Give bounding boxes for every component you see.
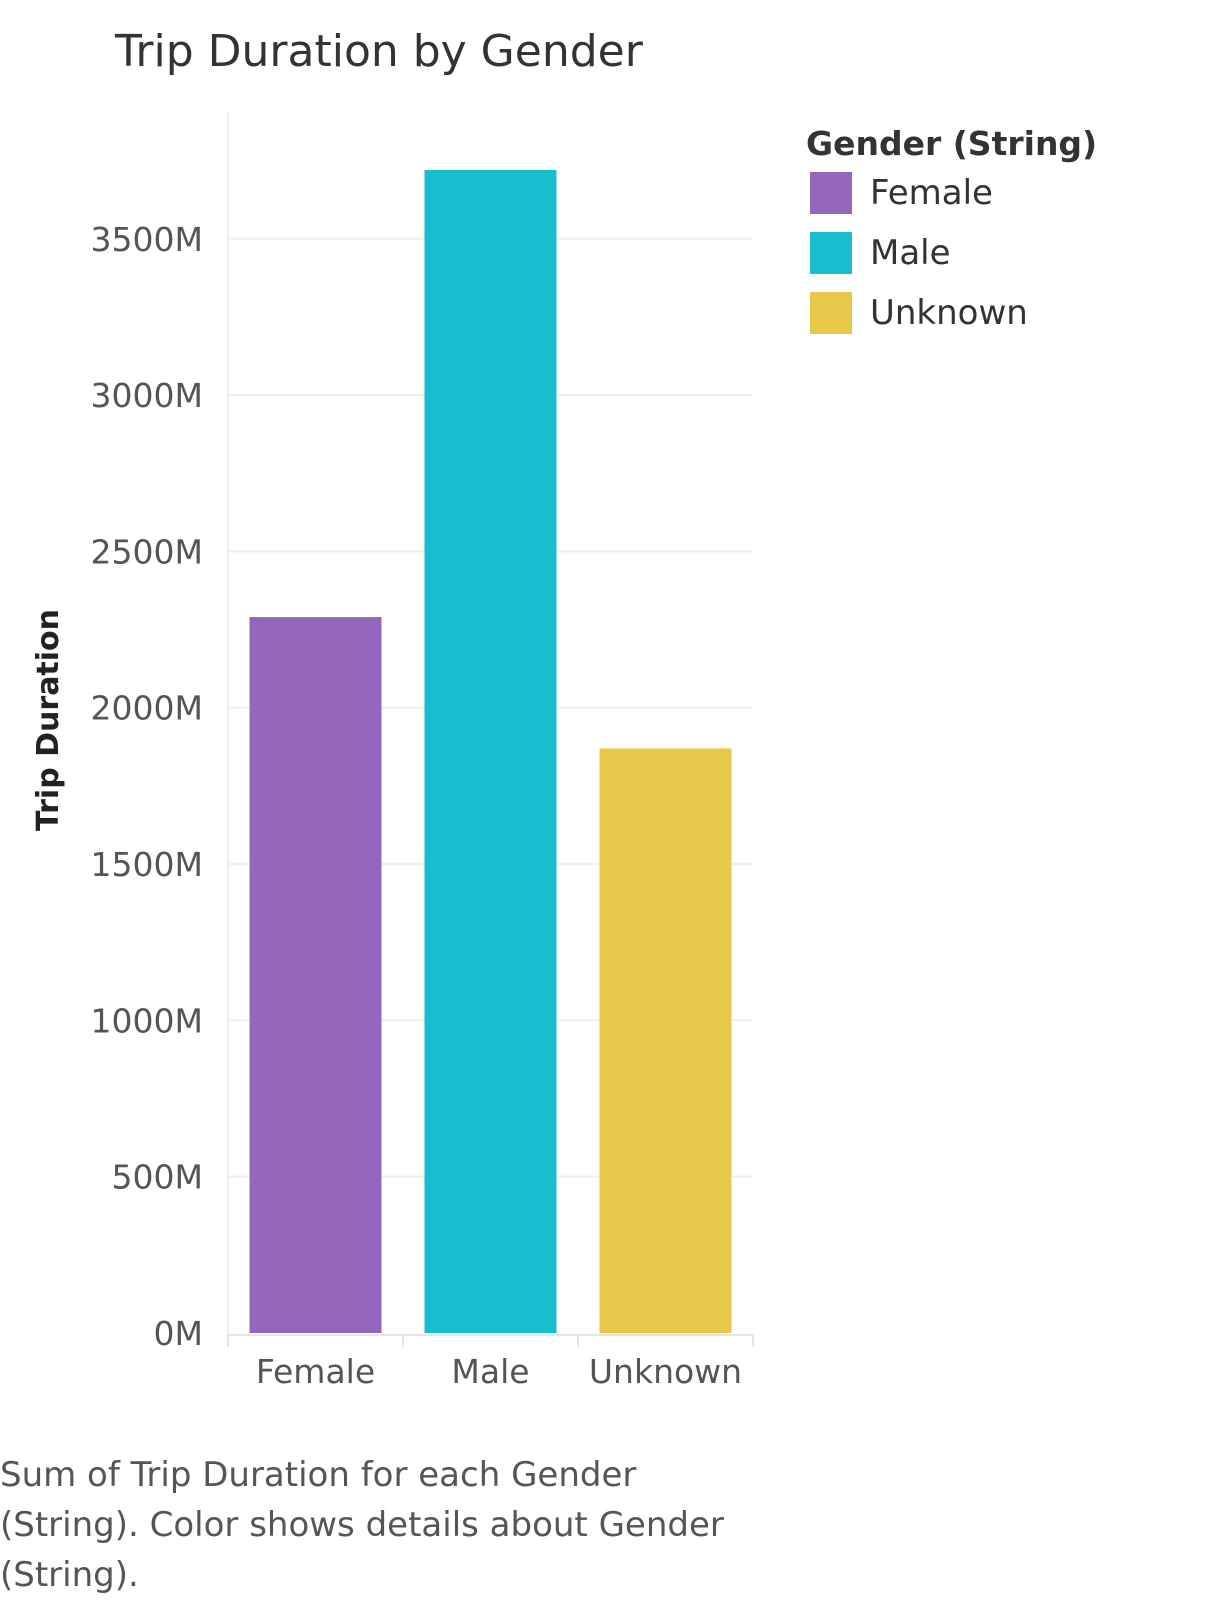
legend-title: Gender (String) [806,124,1098,163]
y-tick-label: 1000M [91,1001,203,1040]
legend-item-female[interactable]: Female [806,163,1097,223]
y-tick-label: 2000M [91,689,203,728]
y-tick-label: 0M [154,1314,203,1353]
legend-label-unknown: Unknown [870,293,1028,333]
legend-swatch-unknown [810,292,852,334]
x-tick-label: Unknown [589,1352,742,1391]
y-tick-label: 3500M [91,220,203,259]
y-tick-label: 2500M [91,532,203,571]
legend-item-unknown[interactable]: Unknown [806,283,1097,343]
y-tick-label: 1500M [91,845,203,884]
legend-swatch-male [810,232,852,274]
y-tick-label: 500M [112,1158,203,1197]
legend-item-male[interactable]: Male [806,223,1097,283]
bar-male [424,170,557,1333]
x-tick-label: Male [451,1352,529,1391]
legend-label-male: Male [870,233,951,273]
bar-unknown [599,748,732,1333]
x-tick-label: Female [256,1352,375,1391]
legend-swatch-female [810,172,852,214]
chart-caption: Sum of Trip Duration for each Gender (St… [0,1455,724,1595]
legend: Gender (String) Female Male Unknown [806,124,1097,343]
chart-title: Trip Duration by Gender [115,26,643,77]
bar-chart: 0M 500M 1000M 1500M 2000M 2500M 3000M 3500M Fema… [31,112,754,1391]
bar-female [249,617,382,1333]
legend-label-female: Female [870,173,993,213]
y-axis-title: Trip Duration [31,609,66,831]
y-tick-label: 3000M [91,376,203,415]
